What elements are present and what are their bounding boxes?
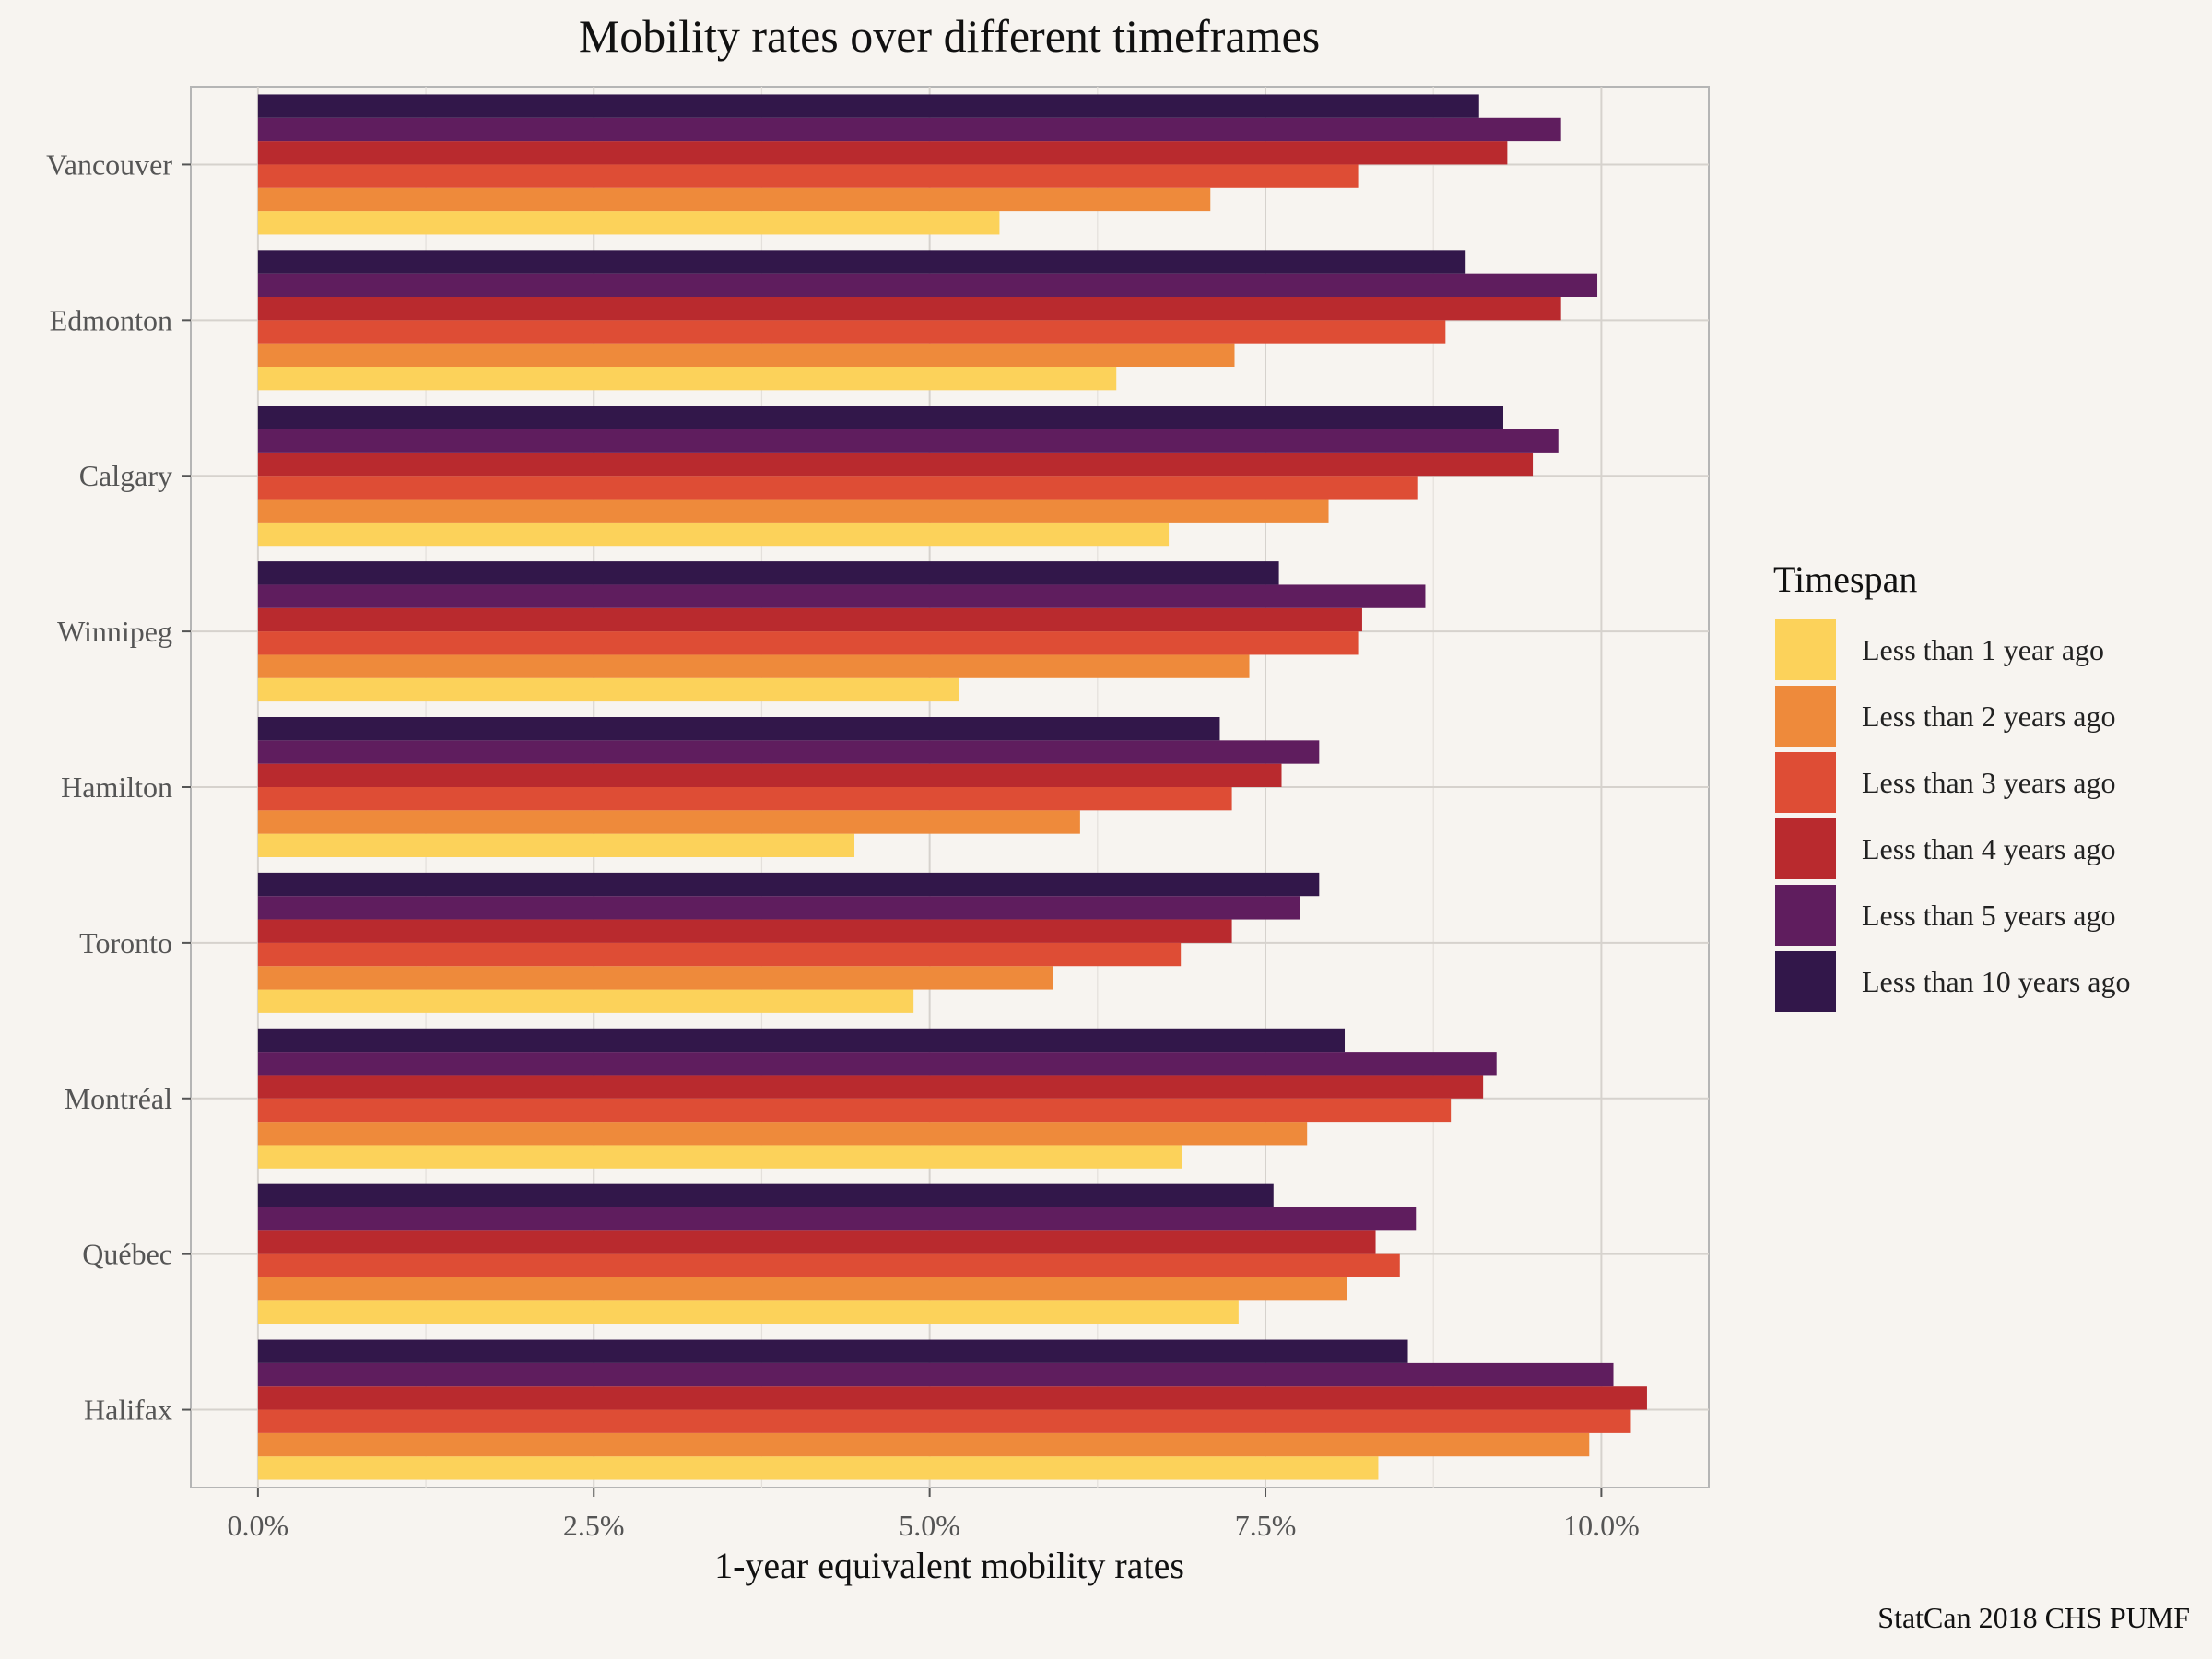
bar [257,187,1211,212]
bar [257,989,914,1013]
bar [257,320,1446,344]
bar [257,1145,1182,1169]
y-tick-label: Québec [82,1238,172,1271]
legend-swatch [1775,619,1836,680]
bar [257,584,1426,608]
legend-items: Less than 1 year ago Less than 2 years ag… [1775,619,2130,1012]
bar [257,607,1362,632]
bar [257,297,1561,321]
legend-swatch [1775,951,1836,1012]
y-tick-label: Halifax [84,1394,172,1427]
y-tick-label: Edmonton [50,303,172,336]
bar [257,810,1080,834]
bar [257,1300,1239,1324]
y-tick-label: Toronto [79,926,172,959]
legend-label: Less than 2 years ago [1862,700,2115,733]
bar [257,872,1320,897]
bar [257,1253,1400,1277]
bar [257,1277,1347,1301]
legend-title: Timespan [1773,559,1917,600]
legend-label: Less than 3 years ago [1862,766,2115,799]
x-tick-label: 0.0% [228,1509,289,1542]
bar [257,1207,1417,1231]
bar [257,966,1053,990]
x-tick-label: 7.5% [1235,1509,1297,1542]
bar [257,561,1279,585]
bar [257,717,1220,741]
bar [257,654,1250,678]
bar [257,499,1329,523]
x-tick-label: 10.0% [1563,1509,1640,1542]
x-axis-title: 1-year equivalent mobility rates [714,1545,1184,1586]
legend-label: Less than 5 years ago [1862,899,2115,932]
x-tick-label: 2.5% [563,1509,625,1542]
bar [257,429,1559,453]
bar [257,1052,1497,1076]
bar [257,1230,1376,1254]
bar [257,452,1534,477]
bar [257,1386,1647,1410]
bar [257,164,1359,188]
bar [257,117,1561,142]
y-axis: Vancouver Edmonton Calgary Winnipeg Hamilton… [46,147,191,1427]
chart-caption: StatCan 2018 CHS PUMF [1877,1601,2190,1634]
bar [257,94,1479,118]
legend-label: Less than 4 years ago [1862,832,2115,865]
bar [257,1028,1346,1053]
bar [257,1075,1484,1099]
y-tick-label: Hamilton [61,771,172,804]
bar [257,476,1418,500]
y-tick-label: Montréal [65,1082,172,1115]
x-tick-label: 5.0% [899,1509,960,1542]
bar [257,740,1320,764]
bar [257,1183,1274,1207]
y-tick-label: Calgary [79,459,172,492]
bar [257,367,1117,391]
bar [257,1122,1308,1146]
bar [257,677,959,702]
legend-swatch [1775,686,1836,747]
bar [257,141,1508,165]
bar [257,1339,1408,1363]
legend-swatch [1775,818,1836,879]
bar [257,787,1232,811]
legend: Timespan Less than 1 year ago Less than 2… [1773,559,2130,1012]
legend-swatch [1775,885,1836,946]
bar [257,273,1598,297]
x-axis: 0.0% 2.5% 5.0% 7.5% 10.0% [228,1488,1640,1542]
bar [257,1098,1452,1123]
bar [257,1456,1379,1480]
legend-label: Less than 10 years ago [1862,965,2130,998]
bars [257,94,1647,1480]
bar [257,833,855,857]
y-tick-label: Vancouver [46,147,172,181]
bar [257,896,1300,920]
legend-label: Less than 1 year ago [1862,633,2104,666]
bar [257,522,1170,547]
bar [257,1362,1614,1387]
bar [257,763,1282,787]
bar [257,211,1000,235]
chart-title: Mobility rates over different timeframes [579,10,1320,62]
plot-area: Vancouver Edmonton Calgary Winnipeg Hamilton… [46,86,1710,1542]
bar [257,343,1235,367]
y-tick-label: Winnipeg [57,615,172,648]
legend-swatch [1775,752,1836,813]
bar [257,631,1359,655]
bar [257,406,1503,429]
bar [257,942,1182,967]
bar [257,1409,1631,1433]
bar [257,1432,1590,1457]
bar [257,250,1466,274]
bar [257,919,1232,943]
